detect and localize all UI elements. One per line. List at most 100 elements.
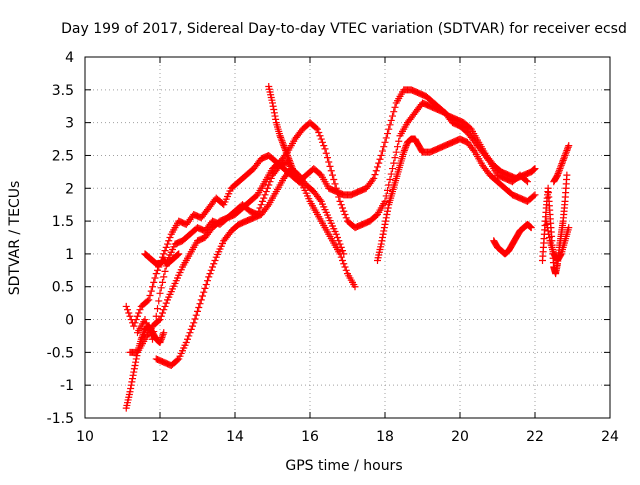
data-point <box>290 168 298 176</box>
data-point <box>280 142 288 150</box>
data-point <box>130 368 138 376</box>
data-point <box>190 319 198 327</box>
series-track-b <box>134 99 531 343</box>
data-point <box>151 274 159 282</box>
data-point <box>339 204 346 212</box>
data-point <box>132 316 140 324</box>
data-point <box>387 170 395 178</box>
data-point <box>332 230 340 238</box>
data-point <box>136 306 144 314</box>
data-point <box>191 315 199 323</box>
data-point <box>138 334 146 342</box>
data-point <box>376 155 384 163</box>
data-point <box>389 112 396 120</box>
data-point <box>291 171 299 179</box>
data-point <box>334 189 341 197</box>
data-point <box>389 165 396 173</box>
data-point <box>284 153 292 161</box>
data-point <box>282 148 290 156</box>
data-point <box>317 135 325 143</box>
series-track-l <box>122 322 168 412</box>
data-point <box>132 355 140 363</box>
data-point <box>564 143 572 151</box>
data-point <box>402 143 410 151</box>
data-point <box>381 197 389 205</box>
data-point <box>330 176 338 184</box>
data-point <box>125 309 133 317</box>
data-point <box>266 178 274 186</box>
data-point <box>259 197 266 205</box>
data-point <box>204 277 211 285</box>
data-point <box>555 168 563 176</box>
data-point <box>394 143 401 151</box>
data-point <box>132 358 140 366</box>
data-point <box>530 192 538 200</box>
data-point <box>381 138 389 146</box>
data-point <box>392 148 400 156</box>
data-point <box>379 147 386 155</box>
y-tick-label: -1.5 <box>47 411 74 427</box>
data-point <box>562 148 570 156</box>
data-point <box>159 309 166 317</box>
data-point <box>543 220 551 228</box>
data-point <box>279 140 287 148</box>
data-point <box>133 352 141 360</box>
data-point <box>184 335 191 343</box>
data-point <box>264 184 271 192</box>
data-point <box>531 165 539 173</box>
data-point <box>379 230 387 238</box>
data-point <box>400 147 408 155</box>
data-point <box>160 329 168 337</box>
data-point <box>137 335 145 343</box>
data-point <box>281 145 289 153</box>
series-track-f <box>141 250 183 268</box>
data-point <box>316 132 324 140</box>
data-point <box>556 165 564 173</box>
x-tick-label: 18 <box>376 429 394 445</box>
y-tick-label: 3 <box>65 116 74 132</box>
data-point <box>382 214 390 222</box>
data-point <box>260 194 268 202</box>
data-point <box>159 278 166 286</box>
data-point <box>160 250 168 258</box>
data-point <box>164 240 171 248</box>
data-point <box>134 312 141 320</box>
data-point <box>527 224 535 232</box>
data-point <box>141 316 149 324</box>
data-point <box>387 116 395 124</box>
data-point <box>384 186 391 194</box>
data-point <box>560 153 568 161</box>
data-point <box>340 250 348 258</box>
data-point <box>200 288 208 296</box>
data-point <box>161 302 169 310</box>
data-point <box>187 325 195 333</box>
data-point <box>391 154 399 162</box>
data-point <box>162 299 170 307</box>
data-point <box>202 281 210 289</box>
data-point <box>156 289 164 297</box>
data-point <box>337 243 345 251</box>
series-track-j <box>542 217 573 264</box>
data-point <box>342 266 350 274</box>
data-point <box>390 159 398 167</box>
data-point <box>159 330 167 338</box>
data-point <box>522 177 530 185</box>
data-point <box>139 332 146 340</box>
data-point <box>130 365 138 373</box>
plot-frame <box>84 56 611 419</box>
data-point <box>562 150 570 158</box>
data-point <box>286 158 294 166</box>
x-tick-label: 14 <box>226 429 244 445</box>
data-point <box>341 211 349 219</box>
series-track-e <box>374 135 539 264</box>
data-point <box>264 202 271 210</box>
data-point <box>319 138 326 146</box>
data-point <box>565 224 573 232</box>
data-point <box>340 207 348 215</box>
data-point <box>130 322 138 330</box>
data-point <box>283 150 291 158</box>
data-point <box>124 306 131 314</box>
data-point <box>334 234 341 241</box>
